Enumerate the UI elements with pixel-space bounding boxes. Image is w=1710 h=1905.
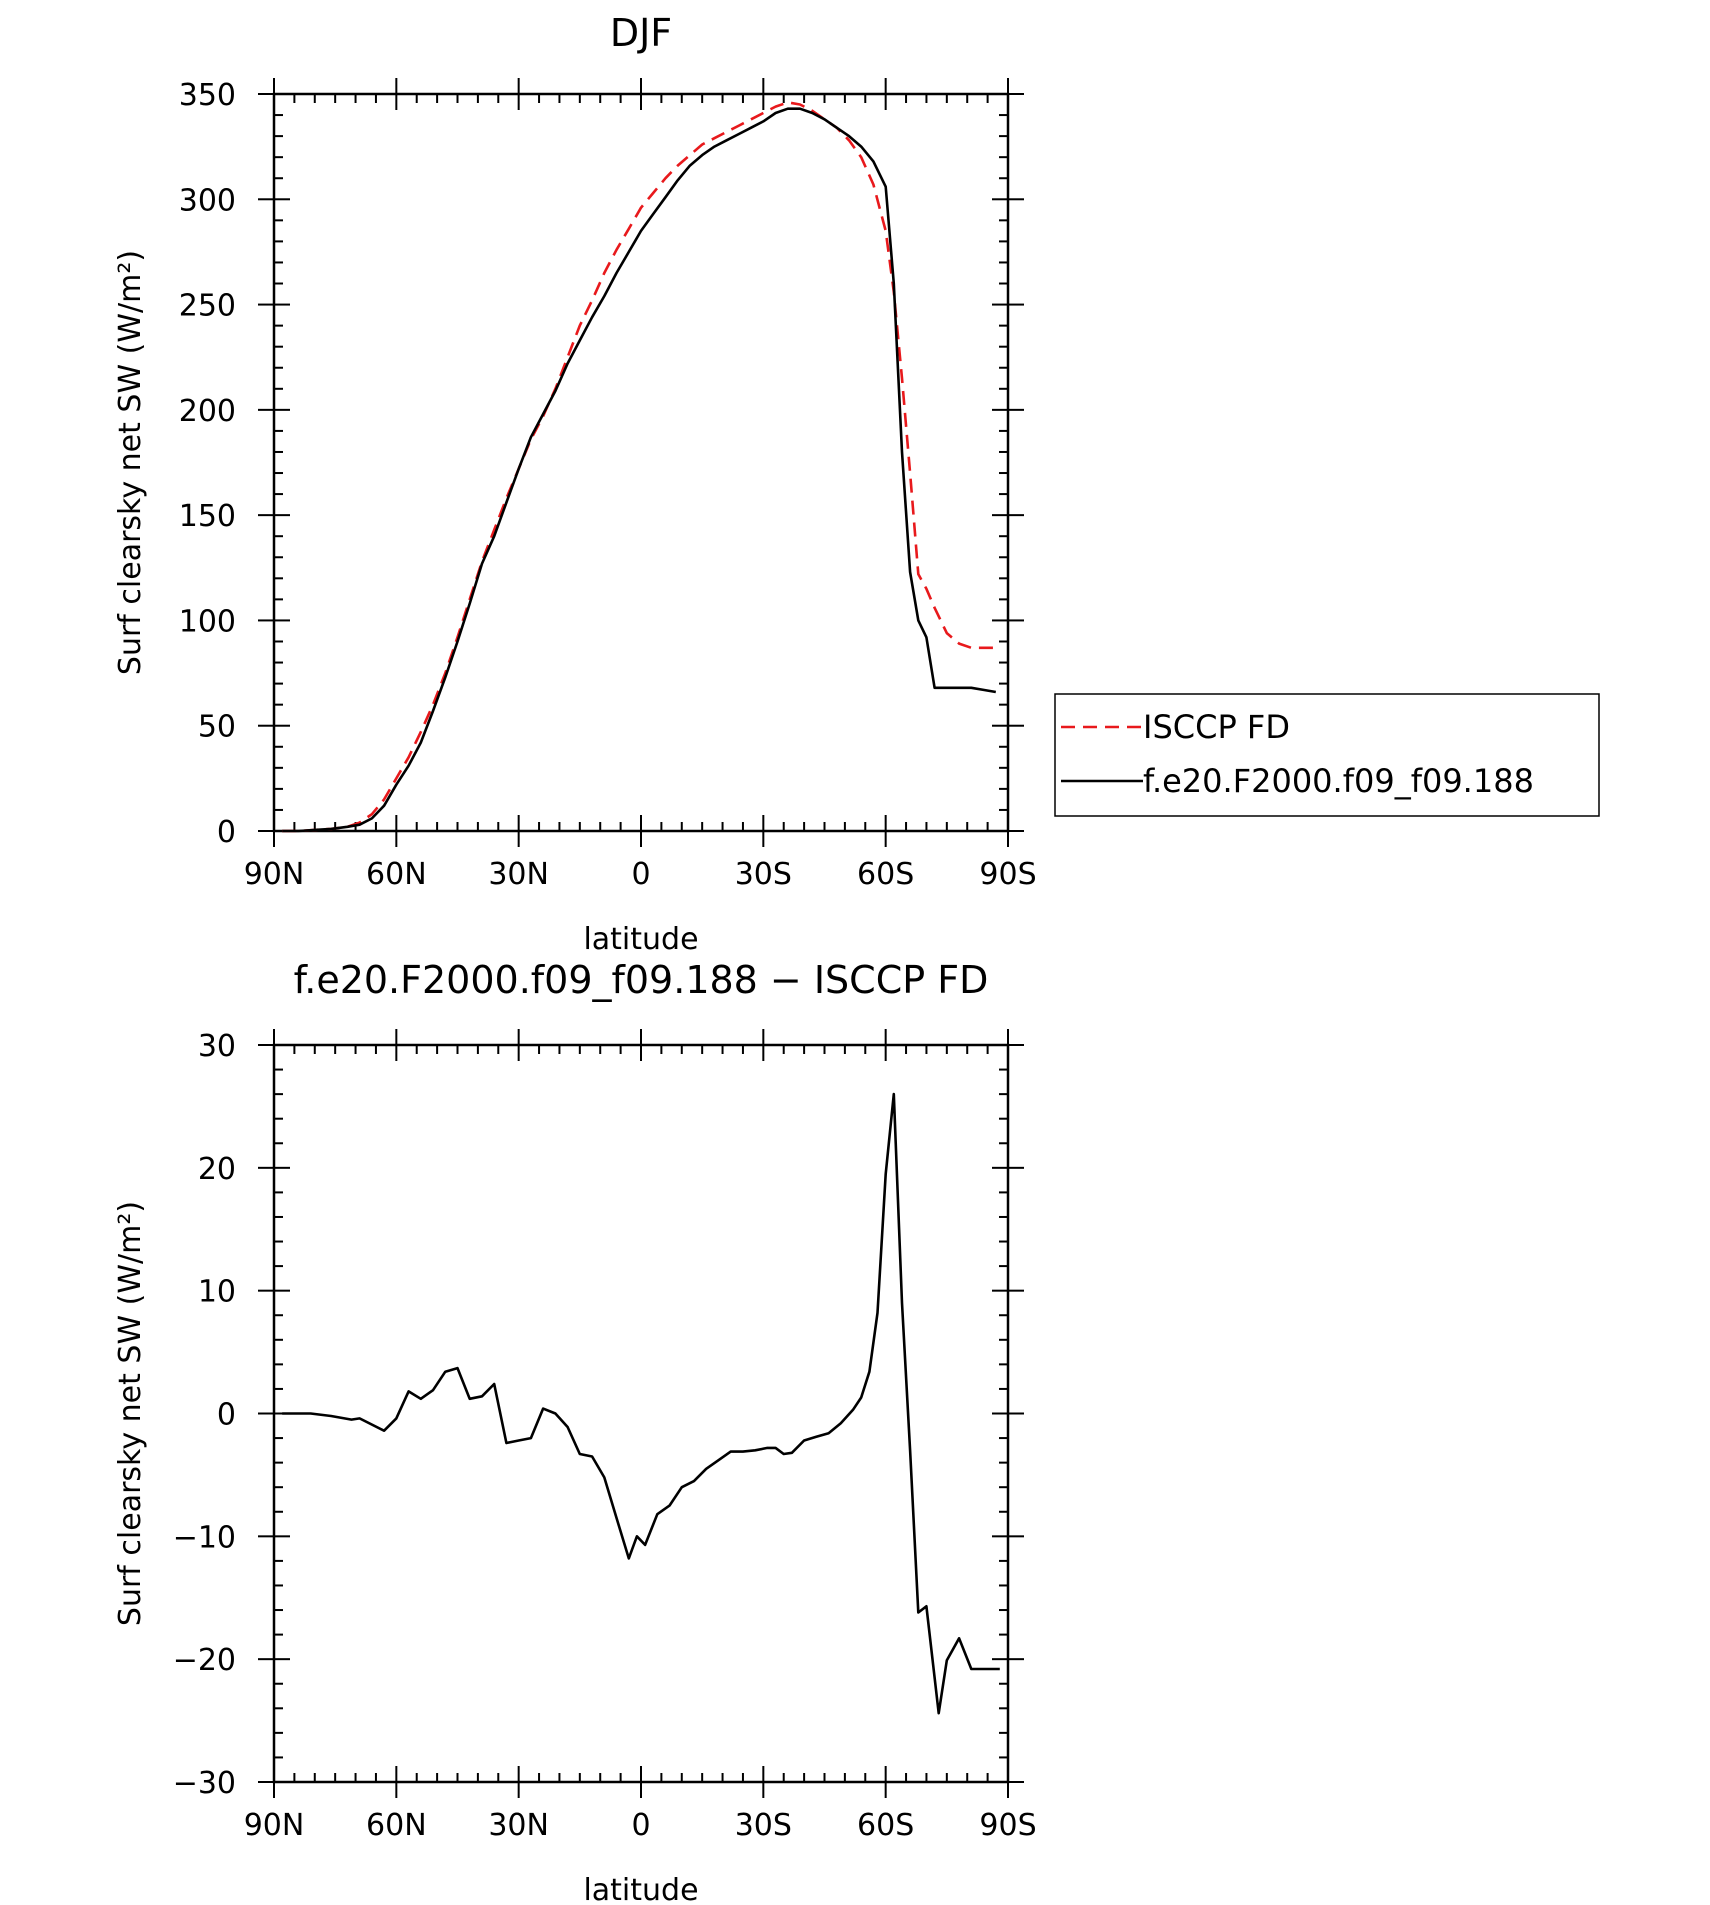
y-tick-label: 200	[179, 394, 236, 429]
x-tick-label: 60S	[857, 857, 914, 892]
y-axis-label: Surf clearsky net SW (W/m²)	[113, 250, 148, 675]
y-tick-label: −30	[173, 1766, 236, 1801]
plot-frame	[272, 92, 1010, 833]
plot-frame	[272, 1043, 1010, 1784]
y-tick-label: 250	[179, 289, 236, 324]
x-tick-label: 30S	[735, 1808, 792, 1843]
legend-box	[1054, 693, 1600, 817]
bottom-panel: f.e20.F2000.f09_f09.188 − ISCCP FD 90N 60N…	[113, 958, 1037, 1905]
y-tick-label: 30	[198, 1029, 236, 1064]
x-tick-label: 90N	[244, 857, 305, 892]
chart-title: DJF	[610, 11, 672, 55]
chart-title: f.e20.F2000.f09_f09.188 − ISCCP FD	[294, 958, 989, 1002]
y-tick-label: 0	[217, 815, 236, 850]
x-tick-label: 90S	[979, 857, 1036, 892]
y-tick-label: 150	[179, 499, 236, 534]
legend: ISCCP FD f.e20.F2000.f09_f09.188	[1054, 693, 1600, 817]
y-axis-label: Surf clearsky net SW (W/m²)	[113, 1201, 148, 1626]
y-tick-label: 300	[179, 183, 236, 218]
y-tick-label: 20	[198, 1152, 236, 1187]
legend-entry: ISCCP FD	[1143, 708, 1290, 746]
x-tick-label: 90S	[979, 1808, 1036, 1843]
y-tick-label: −10	[173, 1520, 236, 1555]
y-tick-label: 350	[179, 78, 236, 113]
x-axis-label: latitude	[583, 922, 698, 957]
top-panel: DJF 90N 60N 30N 0 30S 60S 90S 0 50 100 150 200 250 300…	[113, 11, 1037, 957]
y-tick-label: 50	[198, 710, 236, 745]
series-line-1-0	[282, 1092, 1000, 1715]
x-tick-label: 30N	[488, 1808, 549, 1843]
x-tick-label: 30N	[488, 857, 549, 892]
y-tick-label: 10	[198, 1275, 236, 1310]
x-tick-label: 30S	[735, 857, 792, 892]
x-tick-label: 60N	[366, 1808, 427, 1843]
x-axis-label: latitude	[583, 1873, 698, 1905]
x-tick-label: 60N	[366, 857, 427, 892]
legend-entry: f.e20.F2000.f09_f09.188	[1143, 762, 1534, 800]
x-tick-label: 0	[631, 1808, 650, 1843]
y-tick-label: 0	[217, 1398, 236, 1433]
series-line-0-1	[282, 107, 997, 833]
y-tick-label: −20	[173, 1643, 236, 1678]
x-tick-label: 60S	[857, 1808, 914, 1843]
x-tick-label: 90N	[244, 1808, 305, 1843]
y-tick-label: 100	[179, 604, 236, 639]
x-tick-label: 0	[631, 857, 650, 892]
